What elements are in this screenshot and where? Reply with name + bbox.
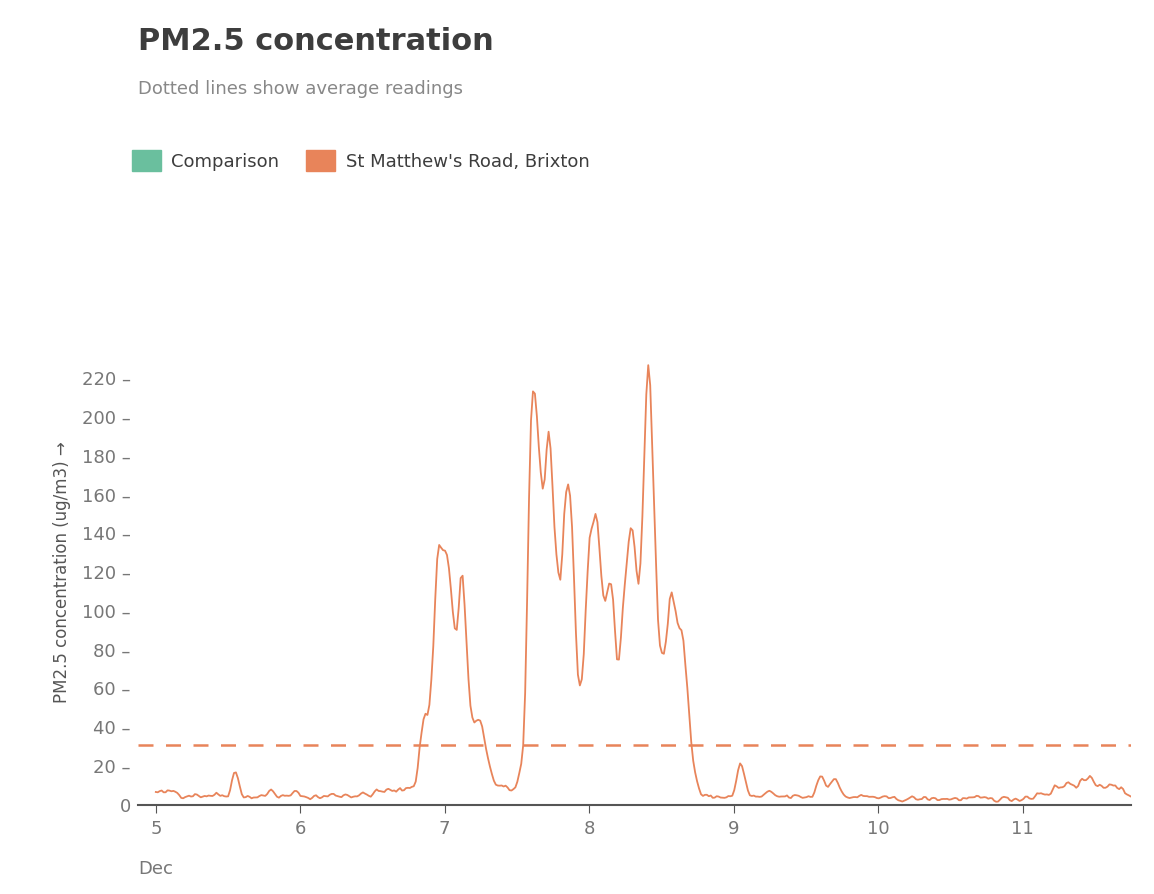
Y-axis label: PM2.5 concentration (ug/m3) →: PM2.5 concentration (ug/m3) → bbox=[53, 442, 70, 703]
Text: Dotted lines show average readings: Dotted lines show average readings bbox=[138, 80, 464, 98]
Text: PM2.5 concentration: PM2.5 concentration bbox=[138, 27, 494, 55]
Text: Dec: Dec bbox=[138, 860, 173, 879]
Legend: Comparison, St Matthew's Road, Brixton: Comparison, St Matthew's Road, Brixton bbox=[125, 143, 597, 179]
